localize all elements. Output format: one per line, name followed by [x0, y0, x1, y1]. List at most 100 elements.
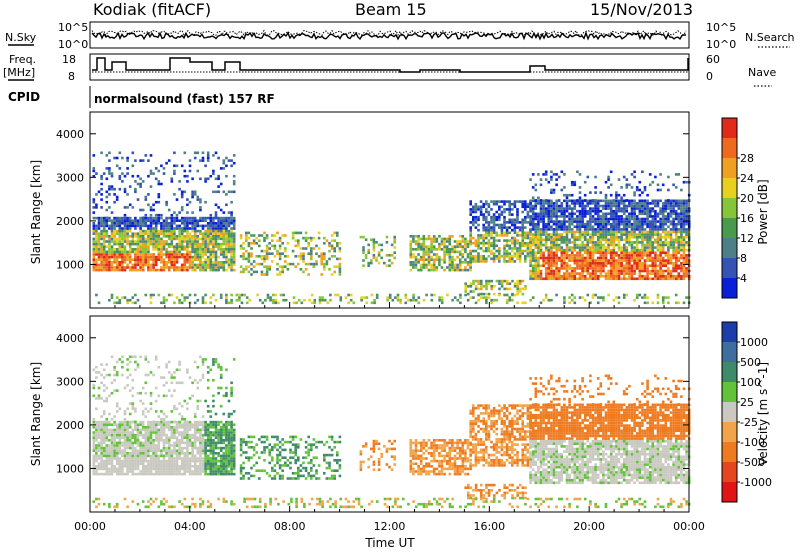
heatmap-cell — [228, 251, 231, 254]
heatmap-cell — [145, 457, 148, 460]
heatmap-cell — [548, 246, 551, 249]
heatmap-cell — [511, 237, 514, 240]
heatmap-cell — [433, 269, 436, 272]
heatmap-cell — [412, 248, 415, 251]
heatmap-cell — [581, 223, 584, 226]
heatmap-cell — [602, 265, 605, 268]
heatmap-cell — [659, 249, 662, 252]
heatmap-cell — [155, 261, 158, 264]
heatmap-cell — [139, 449, 142, 452]
heatmap-cell — [163, 235, 166, 238]
heatmap-cell — [132, 447, 135, 450]
heatmap-cell — [111, 245, 114, 248]
heatmap-cell — [540, 249, 543, 252]
heatmap-cell — [550, 275, 553, 278]
heatmap-cell — [155, 452, 158, 455]
heatmap-cell — [134, 235, 137, 238]
heatmap-cell — [594, 228, 597, 231]
heatmap-cell — [134, 457, 137, 460]
heatmap-cell — [537, 246, 540, 249]
heatmap-cell — [415, 248, 418, 251]
heatmap-cell — [223, 264, 226, 267]
heatmap-cell — [425, 251, 428, 254]
heatmap-cell — [579, 197, 582, 200]
heatmap-cell — [178, 473, 181, 476]
heatmap-cell — [165, 423, 168, 426]
heatmap-cell — [620, 223, 623, 226]
heatmap-cell — [592, 259, 595, 262]
heatmap-cell — [678, 241, 681, 244]
heatmap-cell — [121, 251, 124, 254]
heatmap-cell — [134, 434, 137, 437]
heatmap-cell — [181, 266, 184, 269]
heatmap-cell — [498, 255, 501, 258]
heatmap-cell — [467, 245, 470, 248]
heatmap-cell — [563, 207, 566, 210]
heatmap-cell — [202, 217, 205, 220]
heatmap-cell — [178, 269, 181, 272]
heatmap-cell — [145, 261, 148, 264]
heatmap-cell — [667, 249, 670, 252]
heatmap-cell — [613, 231, 616, 234]
heatmap-cell — [93, 269, 96, 272]
heatmap-cell — [160, 439, 163, 442]
heatmap-cell — [423, 235, 426, 238]
heatmap-cell — [323, 263, 326, 266]
heatmap-cell — [605, 239, 608, 242]
heatmap-cell — [482, 234, 485, 237]
heatmap-cell — [529, 239, 532, 242]
heatmap-cell — [542, 218, 545, 221]
heatmap-cell — [475, 216, 478, 219]
heatmap-cell — [129, 423, 132, 426]
heatmap-cell — [106, 217, 109, 220]
heatmap-cell — [318, 237, 321, 240]
heatmap-cell — [155, 447, 158, 450]
heatmap-cell — [184, 245, 187, 248]
heatmap-cell — [475, 219, 478, 222]
heatmap-cell — [98, 219, 101, 222]
heatmap-cell — [506, 242, 509, 245]
heatmap-cell — [589, 254, 592, 257]
heatmap-cell — [521, 245, 524, 248]
heatmap-cell — [329, 294, 332, 297]
heatmap-cell — [310, 252, 313, 255]
heatmap-cell — [553, 246, 556, 249]
heatmap-cell — [132, 232, 135, 235]
heatmap-cell — [459, 235, 462, 238]
heatmap-cell — [659, 272, 662, 275]
heatmap-cell — [563, 257, 566, 260]
heatmap-cell — [436, 266, 439, 269]
heatmap-cell — [685, 241, 688, 244]
heatmap-cell — [464, 248, 467, 251]
heatmap-cell — [506, 221, 509, 224]
heatmap-cell — [319, 296, 322, 299]
heatmap-cell — [451, 248, 454, 251]
heatmap-cell — [545, 272, 548, 275]
heatmap-cell — [165, 299, 168, 302]
heatmap-cell — [545, 244, 548, 247]
heatmap-cell — [670, 223, 673, 226]
heatmap-cell — [555, 267, 558, 270]
heatmap-cell — [215, 266, 218, 269]
heatmap-cell — [641, 223, 644, 226]
heatmap-cell — [584, 239, 587, 242]
heatmap-cell — [633, 215, 636, 218]
heatmap-cell — [215, 232, 218, 235]
heatmap-cell — [225, 225, 228, 228]
heatmap-cell — [662, 207, 665, 210]
heatmap-cell — [108, 473, 111, 476]
heatmap-cell — [574, 249, 577, 252]
heatmap-cell — [160, 225, 163, 228]
heatmap-cell — [223, 269, 226, 272]
heatmap-cell — [197, 238, 200, 241]
heatmap-cell — [100, 473, 103, 476]
heatmap-cell — [649, 239, 652, 242]
heatmap-cell — [495, 211, 498, 214]
heatmap-cell — [145, 230, 148, 233]
heatmap-cell — [160, 183, 163, 186]
heatmap-cell — [95, 238, 98, 241]
heatmap-cell — [620, 272, 623, 275]
heatmap-cell — [113, 219, 116, 222]
heatmap-cell — [106, 258, 109, 261]
heatmap-cell — [217, 245, 220, 248]
